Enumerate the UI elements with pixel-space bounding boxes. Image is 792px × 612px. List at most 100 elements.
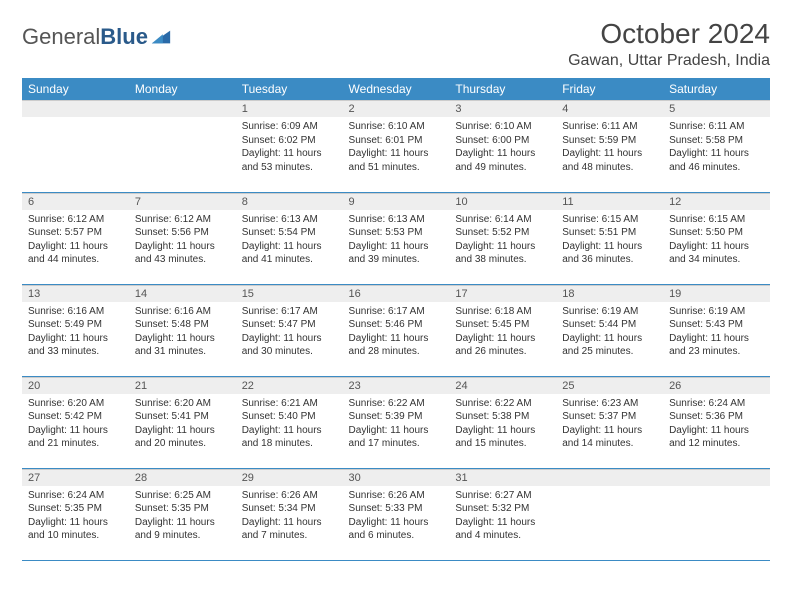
- sunset-line: Sunset: 6:02 PM: [242, 134, 337, 148]
- calendar-cell: 17Sunrise: 6:18 AMSunset: 5:45 PMDayligh…: [449, 284, 556, 376]
- calendar-table: Sunday Monday Tuesday Wednesday Thursday…: [22, 78, 770, 561]
- daylight-line: Daylight: 11 hours and 53 minutes.: [242, 147, 337, 174]
- day-details: Sunrise: 6:13 AMSunset: 5:54 PMDaylight:…: [236, 210, 343, 271]
- title-block: October 2024 Gawan, Uttar Pradesh, India: [568, 18, 770, 70]
- sunrise-line: Sunrise: 6:12 AM: [28, 213, 123, 227]
- sunset-line: Sunset: 5:33 PM: [349, 502, 444, 516]
- sunrise-line: Sunrise: 6:27 AM: [455, 489, 550, 503]
- sunset-line: Sunset: 5:46 PM: [349, 318, 444, 332]
- day-number: 3: [449, 100, 556, 117]
- calendar-week-row: 13Sunrise: 6:16 AMSunset: 5:49 PMDayligh…: [22, 284, 770, 376]
- calendar-cell: 23Sunrise: 6:22 AMSunset: 5:39 PMDayligh…: [343, 376, 450, 468]
- daylight-line: Daylight: 11 hours and 28 minutes.: [349, 332, 444, 359]
- sunrise-line: Sunrise: 6:19 AM: [562, 305, 657, 319]
- sunrise-line: Sunrise: 6:13 AM: [349, 213, 444, 227]
- day-details: Sunrise: 6:18 AMSunset: 5:45 PMDaylight:…: [449, 302, 556, 363]
- col-tuesday: Tuesday: [236, 78, 343, 100]
- calendar-cell: 5Sunrise: 6:11 AMSunset: 5:58 PMDaylight…: [663, 100, 770, 192]
- daylight-line: Daylight: 11 hours and 15 minutes.: [455, 424, 550, 451]
- day-number: 19: [663, 285, 770, 302]
- weekday-header-row: Sunday Monday Tuesday Wednesday Thursday…: [22, 78, 770, 100]
- sunset-line: Sunset: 5:35 PM: [28, 502, 123, 516]
- day-details: Sunrise: 6:10 AMSunset: 6:01 PMDaylight:…: [343, 117, 450, 178]
- day-number: 23: [343, 377, 450, 394]
- daylight-line: Daylight: 11 hours and 18 minutes.: [242, 424, 337, 451]
- calendar-cell: 6Sunrise: 6:12 AMSunset: 5:57 PMDaylight…: [22, 192, 129, 284]
- sunrise-line: Sunrise: 6:16 AM: [135, 305, 230, 319]
- calendar-cell: 30Sunrise: 6:26 AMSunset: 5:33 PMDayligh…: [343, 468, 450, 560]
- day-number: 11: [556, 193, 663, 210]
- day-details: Sunrise: 6:22 AMSunset: 5:38 PMDaylight:…: [449, 394, 556, 455]
- sunset-line: Sunset: 5:49 PM: [28, 318, 123, 332]
- daylight-line: Daylight: 11 hours and 49 minutes.: [455, 147, 550, 174]
- calendar-cell: 1Sunrise: 6:09 AMSunset: 6:02 PMDaylight…: [236, 100, 343, 192]
- calendar-cell: 25Sunrise: 6:23 AMSunset: 5:37 PMDayligh…: [556, 376, 663, 468]
- daylight-line: Daylight: 11 hours and 6 minutes.: [349, 516, 444, 543]
- day-number: 29: [236, 469, 343, 486]
- day-details: Sunrise: 6:27 AMSunset: 5:32 PMDaylight:…: [449, 486, 556, 547]
- sunrise-line: Sunrise: 6:10 AM: [349, 120, 444, 134]
- sunset-line: Sunset: 5:56 PM: [135, 226, 230, 240]
- calendar-cell: 12Sunrise: 6:15 AMSunset: 5:50 PMDayligh…: [663, 192, 770, 284]
- sunset-line: Sunset: 5:54 PM: [242, 226, 337, 240]
- sunrise-line: Sunrise: 6:24 AM: [28, 489, 123, 503]
- day-number: [129, 100, 236, 117]
- calendar-cell: [129, 100, 236, 192]
- calendar-cell: 22Sunrise: 6:21 AMSunset: 5:40 PMDayligh…: [236, 376, 343, 468]
- day-number: [556, 469, 663, 486]
- sunset-line: Sunset: 5:40 PM: [242, 410, 337, 424]
- col-thursday: Thursday: [449, 78, 556, 100]
- sunrise-line: Sunrise: 6:19 AM: [669, 305, 764, 319]
- day-number: 8: [236, 193, 343, 210]
- day-number: 1: [236, 100, 343, 117]
- daylight-line: Daylight: 11 hours and 30 minutes.: [242, 332, 337, 359]
- daylight-line: Daylight: 11 hours and 43 minutes.: [135, 240, 230, 267]
- sunset-line: Sunset: 5:38 PM: [455, 410, 550, 424]
- day-number: 28: [129, 469, 236, 486]
- day-details: Sunrise: 6:19 AMSunset: 5:43 PMDaylight:…: [663, 302, 770, 363]
- day-details: Sunrise: 6:11 AMSunset: 5:58 PMDaylight:…: [663, 117, 770, 178]
- daylight-line: Daylight: 11 hours and 23 minutes.: [669, 332, 764, 359]
- daylight-line: Daylight: 11 hours and 38 minutes.: [455, 240, 550, 267]
- col-monday: Monday: [129, 78, 236, 100]
- day-details: Sunrise: 6:23 AMSunset: 5:37 PMDaylight:…: [556, 394, 663, 455]
- daylight-line: Daylight: 11 hours and 31 minutes.: [135, 332, 230, 359]
- calendar-week-row: 6Sunrise: 6:12 AMSunset: 5:57 PMDaylight…: [22, 192, 770, 284]
- calendar-cell: 16Sunrise: 6:17 AMSunset: 5:46 PMDayligh…: [343, 284, 450, 376]
- sunrise-line: Sunrise: 6:17 AM: [349, 305, 444, 319]
- calendar-week-row: 1Sunrise: 6:09 AMSunset: 6:02 PMDaylight…: [22, 100, 770, 192]
- daylight-line: Daylight: 11 hours and 39 minutes.: [349, 240, 444, 267]
- sunrise-line: Sunrise: 6:22 AM: [455, 397, 550, 411]
- sunrise-line: Sunrise: 6:15 AM: [562, 213, 657, 227]
- calendar-cell: 13Sunrise: 6:16 AMSunset: 5:49 PMDayligh…: [22, 284, 129, 376]
- sunset-line: Sunset: 5:44 PM: [562, 318, 657, 332]
- sail-icon: [150, 28, 172, 46]
- logo-word1: General: [22, 24, 100, 49]
- day-details: Sunrise: 6:20 AMSunset: 5:42 PMDaylight:…: [22, 394, 129, 455]
- daylight-line: Daylight: 11 hours and 17 minutes.: [349, 424, 444, 451]
- day-number: 30: [343, 469, 450, 486]
- day-details: Sunrise: 6:19 AMSunset: 5:44 PMDaylight:…: [556, 302, 663, 363]
- day-details: Sunrise: 6:24 AMSunset: 5:35 PMDaylight:…: [22, 486, 129, 547]
- sunrise-line: Sunrise: 6:26 AM: [242, 489, 337, 503]
- sunrise-line: Sunrise: 6:18 AM: [455, 305, 550, 319]
- sunset-line: Sunset: 5:45 PM: [455, 318, 550, 332]
- sunrise-line: Sunrise: 6:13 AM: [242, 213, 337, 227]
- sunset-line: Sunset: 5:35 PM: [135, 502, 230, 516]
- sunrise-line: Sunrise: 6:24 AM: [669, 397, 764, 411]
- daylight-line: Daylight: 11 hours and 20 minutes.: [135, 424, 230, 451]
- day-number: 7: [129, 193, 236, 210]
- calendar-cell: [556, 468, 663, 560]
- day-number: 9: [343, 193, 450, 210]
- sunrise-line: Sunrise: 6:10 AM: [455, 120, 550, 134]
- day-details: Sunrise: 6:17 AMSunset: 5:46 PMDaylight:…: [343, 302, 450, 363]
- calendar-cell: 10Sunrise: 6:14 AMSunset: 5:52 PMDayligh…: [449, 192, 556, 284]
- daylight-line: Daylight: 11 hours and 48 minutes.: [562, 147, 657, 174]
- day-details: Sunrise: 6:21 AMSunset: 5:40 PMDaylight:…: [236, 394, 343, 455]
- month-title: October 2024: [568, 18, 770, 50]
- day-number: 20: [22, 377, 129, 394]
- calendar-cell: [663, 468, 770, 560]
- calendar-cell: 3Sunrise: 6:10 AMSunset: 6:00 PMDaylight…: [449, 100, 556, 192]
- day-number: 15: [236, 285, 343, 302]
- col-sunday: Sunday: [22, 78, 129, 100]
